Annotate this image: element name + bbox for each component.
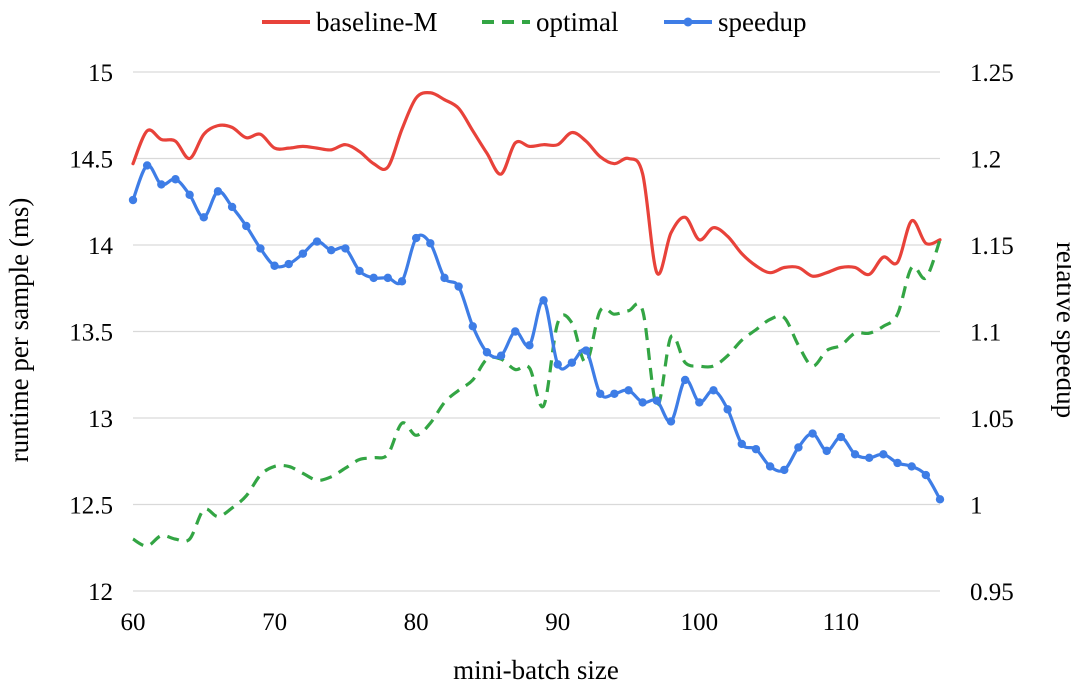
- baseline-line: [131, 90, 942, 278]
- speedup-point: [596, 389, 605, 398]
- speedup-point: [794, 443, 803, 452]
- speedup-point: [539, 296, 548, 305]
- speedup-point: [312, 237, 322, 246]
- speedup-point: [695, 398, 704, 407]
- speedup-point: [865, 453, 874, 462]
- x-tick-label: 90: [545, 609, 570, 636]
- speedup-point: [256, 244, 265, 253]
- speedup-point: [751, 444, 761, 454]
- speedup-point: [709, 386, 718, 395]
- speedup-point: [369, 273, 378, 283]
- speedup-point: [850, 450, 860, 459]
- x-tick-label: 80: [404, 609, 429, 636]
- speedup-point: [652, 396, 662, 405]
- legend: baseline-M optimal speedup: [262, 7, 806, 37]
- x-tick-label: 110: [823, 609, 860, 636]
- speedup-point: [383, 273, 393, 283]
- right-y-axis-title: relative speedup: [1051, 242, 1071, 418]
- legend-label-optimal: optimal: [536, 7, 619, 37]
- speedup-point: [935, 495, 945, 504]
- speedup-point: [142, 161, 152, 170]
- speedup-point: [638, 398, 647, 407]
- left-y-tick-label: 13: [88, 406, 113, 433]
- speedup-point: [468, 322, 477, 331]
- speedup-point: [567, 358, 577, 367]
- x-tick-label: 70: [262, 609, 287, 636]
- speedup-point: [270, 261, 279, 270]
- left-y-axis-title: runtime per sample (ms): [4, 198, 34, 463]
- speedup-point: [723, 405, 732, 414]
- left-y-tick-label: 15: [88, 60, 113, 87]
- speedup-point: [327, 245, 336, 255]
- left-y-tick-label: 14.5: [69, 147, 113, 174]
- speedup-point: [171, 175, 180, 184]
- speedup-point: [298, 249, 308, 258]
- speedup-point: [213, 187, 223, 196]
- speedup-markers: [128, 161, 945, 504]
- legend-label-baseline: baseline-M: [316, 7, 437, 37]
- speedup-point: [426, 239, 435, 248]
- series-lines: [131, 90, 942, 548]
- speedup-point: [624, 386, 633, 395]
- speedup-point: [397, 277, 407, 286]
- speedup-point: [496, 351, 506, 360]
- x-axis-title: mini-batch size: [453, 655, 619, 685]
- gridlines: [133, 71, 940, 592]
- right-y-tick-label: 0.95: [970, 579, 1014, 606]
- right-y-tick-label: 1.2: [970, 147, 1001, 174]
- speedup-point: [907, 462, 916, 471]
- x-tick-label: 100: [681, 609, 719, 636]
- left-y-tick-label: 13.5: [69, 320, 113, 347]
- speedup-point: [836, 432, 846, 442]
- speedup-point: [185, 190, 194, 200]
- speedup-point: [921, 470, 931, 480]
- right-y-tick-label: 1.25: [970, 60, 1014, 87]
- left-y-tick-labels: 12 12.5 13 13.5 14 14.5 15: [69, 60, 113, 606]
- right-y-tick-label: 1.15: [970, 233, 1014, 260]
- optimal-line: [132, 239, 942, 548]
- speedup-point: [454, 282, 463, 291]
- speedup-point: [242, 221, 251, 231]
- left-y-tick-label: 12: [88, 579, 113, 606]
- x-tick-labels: 60 70 80 90 100 110: [121, 609, 860, 636]
- speedup-point: [440, 273, 449, 283]
- right-y-tick-label: 1.1: [970, 320, 1001, 347]
- speedup-point: [411, 233, 421, 243]
- speedup-point: [581, 346, 591, 355]
- speedup-point: [284, 259, 293, 269]
- speedup-point: [666, 417, 676, 426]
- speedup-point: [765, 462, 775, 471]
- speedup-point: [780, 465, 789, 475]
- speedup-point: [157, 180, 166, 189]
- speedup-point: [525, 341, 534, 350]
- speedup-point: [879, 450, 888, 459]
- right-y-tick-label: 1.05: [970, 406, 1014, 433]
- speedup-point: [355, 266, 364, 276]
- speedup-point: [482, 348, 492, 357]
- legend-label-speedup: speedup: [718, 7, 806, 37]
- x-tick-label: 60: [121, 609, 146, 636]
- right-y-tick-label: 1: [970, 493, 983, 520]
- speedup-point: [893, 458, 902, 468]
- speedup-line: [131, 163, 942, 501]
- left-y-tick-label: 12.5: [69, 493, 113, 520]
- speedup-point: [341, 244, 350, 253]
- speedup-point: [199, 213, 208, 222]
- speedup-point: [737, 439, 746, 449]
- speedup-point: [553, 360, 562, 369]
- legend-marker-speedup: [683, 17, 693, 27]
- right-y-tick-labels: 0.95 1 1.05 1.1 1.15 1.2 1.25: [970, 60, 1014, 606]
- speedup-point: [680, 375, 690, 385]
- speedup-point: [808, 429, 817, 438]
- left-y-tick-label: 14: [88, 233, 114, 260]
- speedup-point: [511, 327, 520, 336]
- speedup-point: [822, 446, 831, 456]
- speedup-point: [610, 389, 619, 398]
- speedup-point: [128, 195, 138, 205]
- speedup-point: [227, 202, 237, 212]
